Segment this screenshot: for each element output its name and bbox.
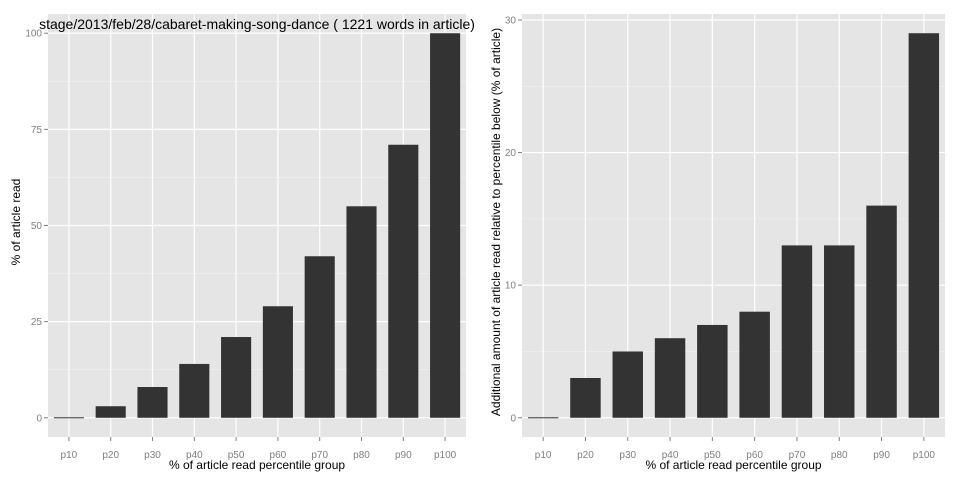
bar-p90 xyxy=(388,144,419,418)
bar-p90 xyxy=(866,205,897,418)
x-tick-label: p40 xyxy=(662,450,679,461)
x-tick-label: p80 xyxy=(831,450,848,461)
bar-p50 xyxy=(221,337,252,418)
x-axis-title: % of article read percentile group xyxy=(169,458,345,472)
bar-p80 xyxy=(346,206,377,418)
bar-p30 xyxy=(612,351,643,418)
y-axis-title: Additional amount of article read relati… xyxy=(489,28,503,416)
y-axis-title: % of article read xyxy=(9,179,23,266)
x-tick-label: p20 xyxy=(577,450,594,461)
chart-panel-2: 0 10 20 30 p10 p20 p30 p40 p50 p60 p70 p80 p90 p100 % … xyxy=(489,14,945,472)
x-tick-label: p40 xyxy=(186,450,203,461)
bar-p20 xyxy=(95,406,126,418)
x-tick-label: p10 xyxy=(535,450,552,461)
x-tick-label: p90 xyxy=(873,450,890,461)
bar-p20 xyxy=(570,377,601,418)
x-tick-label: p80 xyxy=(353,450,370,461)
x-tick-label: p10 xyxy=(61,450,78,461)
bar-p100 xyxy=(908,33,940,418)
bar-p50 xyxy=(697,324,728,418)
bar-p100 xyxy=(430,33,461,418)
y-tick-label: 20 xyxy=(505,148,517,159)
bar-p70 xyxy=(304,256,335,418)
x-tick-label: p90 xyxy=(395,450,412,461)
y-tick-label: 10 xyxy=(505,281,517,292)
y-tick-label: 0 xyxy=(510,413,516,424)
x-tick-label: p60 xyxy=(746,450,763,461)
chart-panel-1: 0 25 50 75 100 p10 p20 p30 p40 p50 p60 p70 p80 p90 p10… xyxy=(9,14,475,472)
x-tick-label: p70 xyxy=(789,450,806,461)
bar-p40 xyxy=(179,363,210,418)
y-tick-label: 50 xyxy=(31,221,43,232)
x-tick-label: p50 xyxy=(228,450,245,461)
x-tick-label: p30 xyxy=(144,450,161,461)
y-tick-label: 75 xyxy=(31,125,43,136)
bar-p70 xyxy=(781,245,813,418)
chart-title: stage/2013/feb/28/cabaret-making-song-da… xyxy=(39,16,475,32)
bar-p60 xyxy=(739,311,770,418)
y-tick-label: 0 xyxy=(36,413,42,424)
x-tick-label: p20 xyxy=(102,450,119,461)
bar-p80 xyxy=(824,245,855,418)
x-axis-title: % of article read percentile group xyxy=(645,458,821,472)
x-tick-label: p100 xyxy=(913,450,936,461)
bar-p60 xyxy=(262,306,293,418)
bar-p40 xyxy=(654,338,686,418)
y-tick-label: 100 xyxy=(25,29,42,40)
bar-p30 xyxy=(137,387,168,418)
x-tick-label: p70 xyxy=(311,450,328,461)
y-tick-label: 25 xyxy=(31,317,43,328)
bar-p10 xyxy=(527,417,559,419)
x-tick-label: p30 xyxy=(619,450,636,461)
x-tick-label: p60 xyxy=(270,450,287,461)
bar-p10 xyxy=(53,417,84,419)
y-tick-label: 30 xyxy=(505,15,517,26)
x-tick-label: p50 xyxy=(704,450,721,461)
x-tick-label: p100 xyxy=(434,450,457,461)
